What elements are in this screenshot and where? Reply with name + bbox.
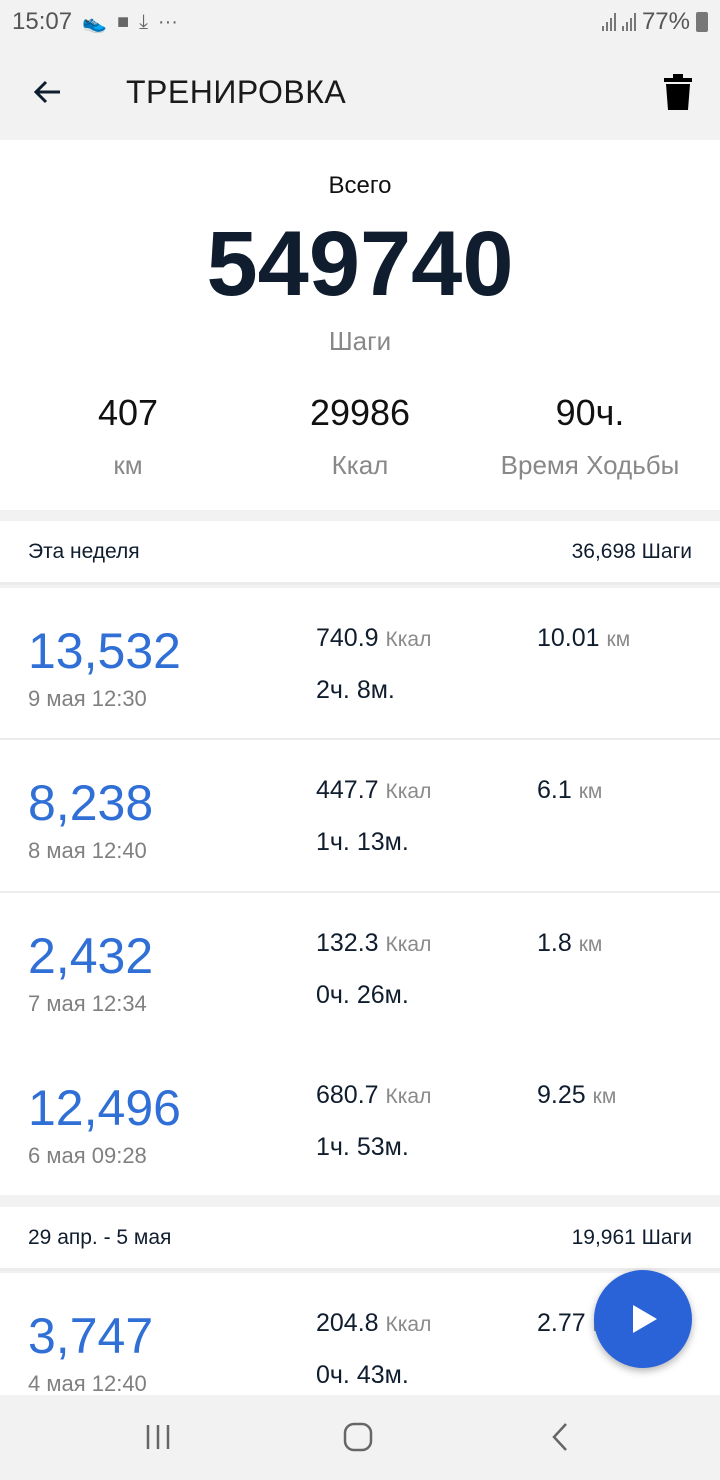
page-title: ТРЕНИРОВКА [126, 74, 347, 110]
calories-stat: 29986 Ккал [240, 392, 480, 481]
row-calories: 740.9 Ккал [316, 624, 431, 653]
kcal-value: 447.7 [316, 776, 379, 804]
row-calories: 680.7 Ккал [316, 1081, 431, 1110]
row-calories: 204.8 Ккал [316, 1309, 431, 1338]
start-workout-button[interactable] [594, 1270, 692, 1368]
kcal-unit: Ккал [385, 1313, 432, 1336]
workout-row[interactable]: 13,532 9 мая 12:30 740.9 Ккал 2ч. 8м. 10… [0, 588, 720, 740]
row-steps: 2,432 [28, 928, 154, 984]
message-icon: ■ [116, 10, 130, 33]
row-duration: 2ч. 8м. [316, 676, 395, 704]
row-duration: 1ч. 13м. [316, 828, 409, 856]
signal-icon [621, 13, 636, 31]
kcal-unit: Ккал [385, 628, 432, 651]
kcal-value: 132.3 [316, 929, 379, 957]
workout-row[interactable]: 2,432 7 мая 12:34 132.3 Ккал 0ч. 26м. 1.… [0, 893, 720, 1045]
section-header: 29 апр. - 5 мая 19,961 Шаги [0, 1207, 720, 1271]
row-steps: 3,747 [28, 1308, 154, 1364]
row-calories: 447.7 Ккал [316, 776, 431, 805]
section-total: 19,961 Шаги [571, 1225, 692, 1249]
distance-value: 10.01 [537, 624, 600, 652]
section-header: Эта неделя 36,698 Шаги [0, 521, 720, 585]
system-back-button[interactable] [542, 1421, 578, 1453]
total-label: Всего [328, 172, 392, 199]
section-title: 29 апр. - 5 мая [28, 1225, 172, 1249]
row-steps: 13,532 [28, 623, 181, 679]
section-total: 36,698 Шаги [571, 539, 692, 563]
steps-unit: Шаги [328, 326, 392, 356]
row-calories: 132.3 Ккал [316, 929, 431, 958]
row-steps: 12,496 [28, 1080, 181, 1136]
distance-unit: км [606, 628, 631, 651]
status-bar: 15:07 👟 ■ ⤓ ··· 77% [0, 0, 720, 44]
row-duration: 1ч. 53м. [316, 1133, 409, 1161]
row-duration: 0ч. 26м. [316, 981, 409, 1009]
distance-stat: 407 км [8, 392, 248, 481]
kcal-unit: Ккал [385, 780, 432, 803]
stat-unit: Время Ходьбы [500, 450, 680, 480]
distance-unit: км [592, 1085, 617, 1108]
row-distance: 10.01 км [537, 624, 630, 653]
recent-apps-button[interactable] [140, 1421, 176, 1453]
kcal-unit: Ккал [385, 1085, 432, 1108]
row-distance: 9.25 км [537, 1081, 616, 1110]
app-bar: ТРЕНИРОВКА [0, 44, 720, 140]
summary-card: Всего 549740 Шаги 407 км 29986 Ккал 90ч. Вр… [0, 140, 720, 510]
home-button[interactable] [340, 1421, 376, 1453]
row-distance: 1.8 км [537, 929, 602, 958]
trash-icon[interactable] [664, 74, 692, 110]
stat-unit: Ккал [331, 450, 389, 480]
distance-unit: км [578, 780, 603, 803]
row-date: 8 мая 12:40 [28, 838, 147, 863]
navigation-bar [0, 1395, 720, 1480]
distance-value: 1.8 [537, 929, 572, 957]
shoe-icon: 👟 [82, 11, 107, 34]
kcal-value: 204.8 [316, 1309, 379, 1337]
distance-unit: км [578, 933, 603, 956]
section-title: Эта неделя [28, 539, 140, 563]
kcal-value: 740.9 [316, 624, 379, 652]
distance-value: 6.1 [537, 776, 572, 804]
play-icon [633, 1305, 657, 1333]
more-icon: ··· [157, 10, 178, 33]
download-icon: ⤓ [139, 10, 148, 33]
workout-row[interactable]: 8,238 8 мая 12:40 447.7 Ккал 1ч. 13м. 6.… [0, 740, 720, 893]
row-date: 6 мая 09:28 [28, 1143, 147, 1168]
battery-percent: 77% [641, 8, 690, 35]
kcal-unit: Ккал [385, 933, 432, 956]
signal-icon [601, 13, 616, 31]
row-date: 4 мая 12:40 [28, 1371, 147, 1396]
stat-value: 407 [97, 392, 159, 433]
battery-icon [696, 12, 708, 32]
back-arrow-icon[interactable] [30, 74, 66, 110]
distance-value: 9.25 [537, 1081, 586, 1109]
kcal-value: 680.7 [316, 1081, 379, 1109]
row-date: 9 мая 12:30 [28, 686, 147, 711]
walk-time-stat: 90ч. Время Ходьбы [470, 392, 710, 481]
distance-value: 2.77 [537, 1309, 586, 1337]
total-steps: 549740 [206, 213, 514, 315]
row-steps: 8,238 [28, 775, 154, 831]
status-time: 15:07 [12, 8, 73, 35]
stat-value: 29986 [309, 392, 411, 433]
row-distance: 6.1 км [537, 776, 602, 805]
stat-value: 90ч. [555, 392, 625, 433]
workout-row[interactable]: 12,496 6 мая 09:28 680.7 Ккал 1ч. 53м. 9… [0, 1045, 720, 1195]
row-duration: 0ч. 43м. [316, 1361, 409, 1389]
stat-unit: км [113, 450, 143, 480]
row-date: 7 мая 12:34 [28, 991, 147, 1016]
